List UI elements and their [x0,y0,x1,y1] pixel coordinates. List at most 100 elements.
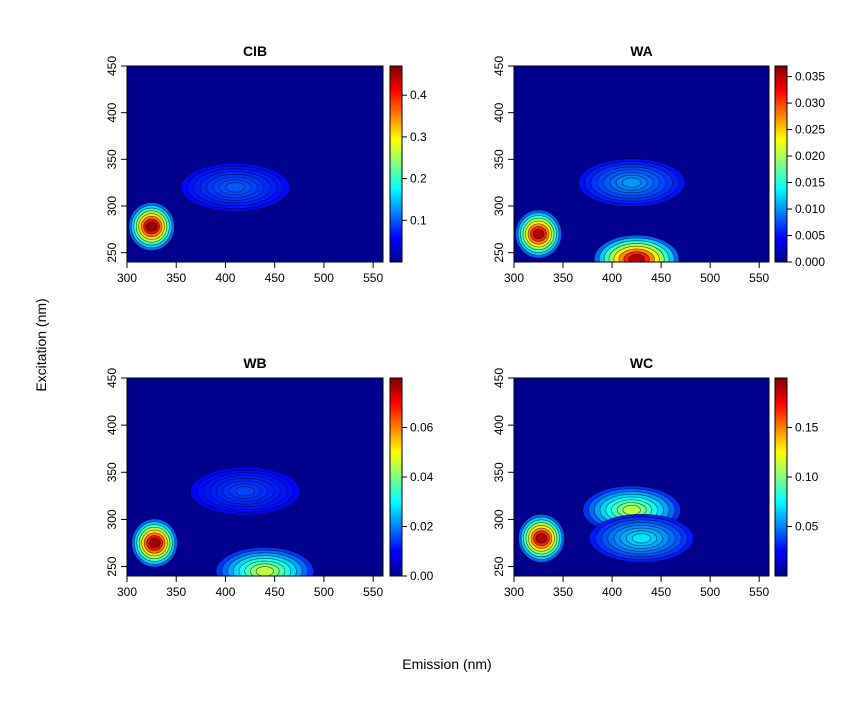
colorbar-tick-label: 0.4 [410,88,427,102]
x-tick-label: 400 [602,271,622,285]
peak-3 [588,513,695,563]
colorbar-tick-label: 0.035 [795,70,825,84]
x-tick-label: 450 [265,585,285,599]
x-axis-title: Emission (nm) [402,656,491,672]
y-tick-label: 400 [105,102,119,122]
colorbar: 0.00 0.02 0.04 0.06 [389,377,434,583]
colorbar-tick-label: 0.005 [795,229,825,243]
colorbar-tick-label: 0.000 [795,255,825,269]
panel-title: WB [243,355,266,371]
y-tick-label: 450 [105,56,119,76]
colorbar-tick-label: 0.030 [795,96,825,110]
colorbar-tick-label: 0.010 [795,202,825,216]
y-tick-label: 450 [492,56,506,76]
x-tick-label: 400 [602,585,622,599]
peak-1 [131,518,178,568]
x-tick-label: 300 [117,271,137,285]
x-tick-label: 550 [749,271,769,285]
colorbar: 0.1 0.2 0.3 0.4 [389,65,427,263]
y-axis: 250 300 350 400 450 [492,368,515,577]
y-tick-label: 400 [492,102,506,122]
heatmap-field [515,158,686,262]
y-tick-label: 450 [492,368,506,388]
colorbar-tick-label: 0.05 [795,520,819,534]
x-tick-label: 450 [651,585,671,599]
x-tick-label: 550 [749,585,769,599]
heatmap-field [128,163,291,251]
peak-1 [518,513,565,563]
heatmap-field [518,485,695,563]
y-tick-label: 300 [492,196,506,216]
x-tick-label: 450 [651,271,671,285]
y-tick-label: 300 [492,509,506,529]
peak-2 [180,163,291,212]
x-tick-label: 550 [363,271,383,285]
y-tick-label: 250 [105,556,119,576]
x-tick-label: 500 [314,271,334,285]
x-axis: 300 350 400 450 500 550 [504,575,770,599]
peak-1 [128,202,175,251]
y-tick-label: 250 [492,242,506,262]
x-tick-label: 350 [553,585,573,599]
y-axis-title: Excitation (nm) [33,298,49,391]
y-tick-label: 350 [105,149,119,169]
peak-3 [189,466,301,516]
peak-1 [515,209,562,259]
peak-3 [577,158,686,207]
x-tick-label: 350 [166,271,186,285]
y-tick-label: 350 [105,462,119,482]
colorbar: 0.05 0.10 0.15 [774,377,819,577]
colorbar-tick-label: 0.025 [795,123,825,137]
y-tick-label: 250 [105,242,119,262]
colorbar-tick-label: 0.2 [410,172,427,186]
x-axis: 300 350 400 450 500 550 [504,261,770,285]
y-tick-label: 350 [492,149,506,169]
x-tick-label: 350 [166,585,186,599]
colorbar-tick-label: 0.10 [795,470,819,484]
x-tick-label: 300 [117,585,137,599]
x-tick-label: 450 [265,271,285,285]
y-tick-label: 350 [492,462,506,482]
colorbar: 0.000 0.005 0.010 0.015 0.020 0.025 0.030 0.035 [774,65,825,269]
colorbar-tick-label: 0.06 [410,421,434,435]
panel-title: WA [630,43,653,59]
y-axis: 250 300 350 400 450 [492,56,515,263]
y-tick-label: 450 [105,368,119,388]
x-tick-label: 500 [314,585,334,599]
colorbar-tick-label: 0.04 [410,470,434,484]
colorbar-tick-label: 0.1 [410,213,427,227]
colorbar-tick-label: 0.020 [795,149,825,163]
y-tick-label: 250 [492,556,506,576]
colorbar-tick-label: 0.02 [410,520,434,534]
x-tick-label: 400 [215,585,235,599]
colorbar-tick-label: 0.3 [410,130,427,144]
x-tick-label: 300 [504,585,524,599]
peak-2 [215,546,314,576]
x-tick-label: 300 [504,271,524,285]
panel-title: CIB [243,43,267,59]
x-tick-label: 500 [700,585,720,599]
colorbar-tick-label: 0.15 [795,421,819,435]
x-tick-label: 400 [215,271,235,285]
x-tick-label: 350 [553,271,573,285]
peak-2 [593,234,680,262]
heatmap-field [131,466,314,576]
y-tick-label: 300 [105,196,119,216]
panel-title: WC [630,355,653,371]
y-tick-label: 300 [105,509,119,529]
y-tick-label: 400 [492,415,506,435]
x-axis: 300 350 400 450 500 550 [117,575,383,599]
x-tick-label: 500 [700,271,720,285]
colorbar-tick-label: 0.00 [410,569,434,583]
y-tick-label: 400 [105,415,119,435]
colorbar-tick-label: 0.015 [795,176,825,190]
x-tick-label: 550 [363,585,383,599]
y-axis: 250 300 350 400 450 [105,56,128,263]
panel-wa: WA 300 350 400 450 500 550 250 300 350 400 450 0.000… [492,43,825,285]
x-axis: 300 350 400 450 500 550 [117,261,383,285]
y-axis: 250 300 350 400 450 [105,368,128,577]
